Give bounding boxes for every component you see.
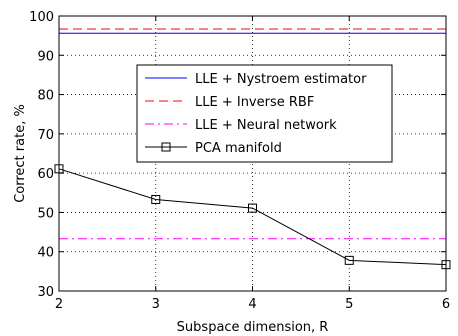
y-axis-label: Correct rate, % — [13, 104, 28, 203]
y-tick-label: 80 — [37, 89, 54, 104]
legend-label-2: LLE + Inverse RBF — [195, 95, 314, 110]
y-tick-label: 50 — [37, 206, 54, 221]
legend-label-3: LLE + Neural network — [195, 118, 337, 133]
y-tick-label: 40 — [37, 246, 54, 261]
y-tick-label: 90 — [37, 49, 54, 64]
legend-box — [136, 64, 393, 163]
tick-marks — [58, 15, 447, 292]
y-tick-label: 30 — [37, 285, 54, 300]
y-tick-label: 70 — [37, 128, 54, 143]
legend: LLE + Nystroem estimator LLE + Inverse RB… — [136, 64, 393, 163]
y-tick-labels: 30 40 50 60 70 80 90 100 — [29, 10, 54, 300]
x-axis-label: Subspace dimension, R — [177, 320, 329, 335]
y-tick-label: 60 — [37, 167, 54, 182]
x-tick-label: 5 — [345, 297, 353, 312]
x-tick-label: 2 — [55, 297, 63, 312]
legend-label-4: PCA manifold — [195, 141, 282, 156]
data-point-marker — [344, 255, 354, 265]
data-point-marker — [151, 194, 161, 204]
legend-marker — [161, 142, 171, 152]
x-tick-label: 4 — [248, 297, 256, 312]
x-tick-label: 3 — [152, 297, 160, 312]
data-point-marker — [248, 203, 257, 213]
y-tick-label: 100 — [29, 10, 54, 25]
x-tick-labels: 2 3 4 5 6 — [55, 297, 450, 312]
series-line-4 — [58, 168, 447, 266]
legend-label-1: LLE + Nystroem estimator — [195, 72, 367, 87]
x-tick-label: 6 — [442, 297, 450, 312]
